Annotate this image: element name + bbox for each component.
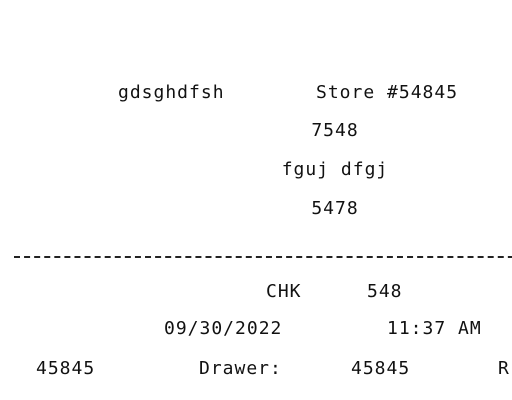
drawer-number: 45845 — [351, 358, 411, 379]
receipt-line-4: 5478 — [311, 198, 359, 219]
receipt-time: 11:37 AM — [387, 318, 482, 339]
store-name: gdsghdfsh — [118, 82, 225, 103]
dashed-divider — [14, 256, 512, 258]
trailing-text: R — [498, 358, 510, 379]
receipt-line-3: fguj dfgj — [281, 159, 389, 180]
check-number: 548 — [367, 281, 403, 302]
check-label: CHK — [266, 281, 302, 302]
receipt-line-2: 7548 — [311, 120, 359, 141]
receipt-id: 45845 — [36, 358, 96, 379]
drawer-label: Drawer: — [199, 358, 282, 379]
receipt-date: 09/30/2022 — [164, 318, 283, 339]
store-number: Store #54845 — [316, 82, 459, 103]
